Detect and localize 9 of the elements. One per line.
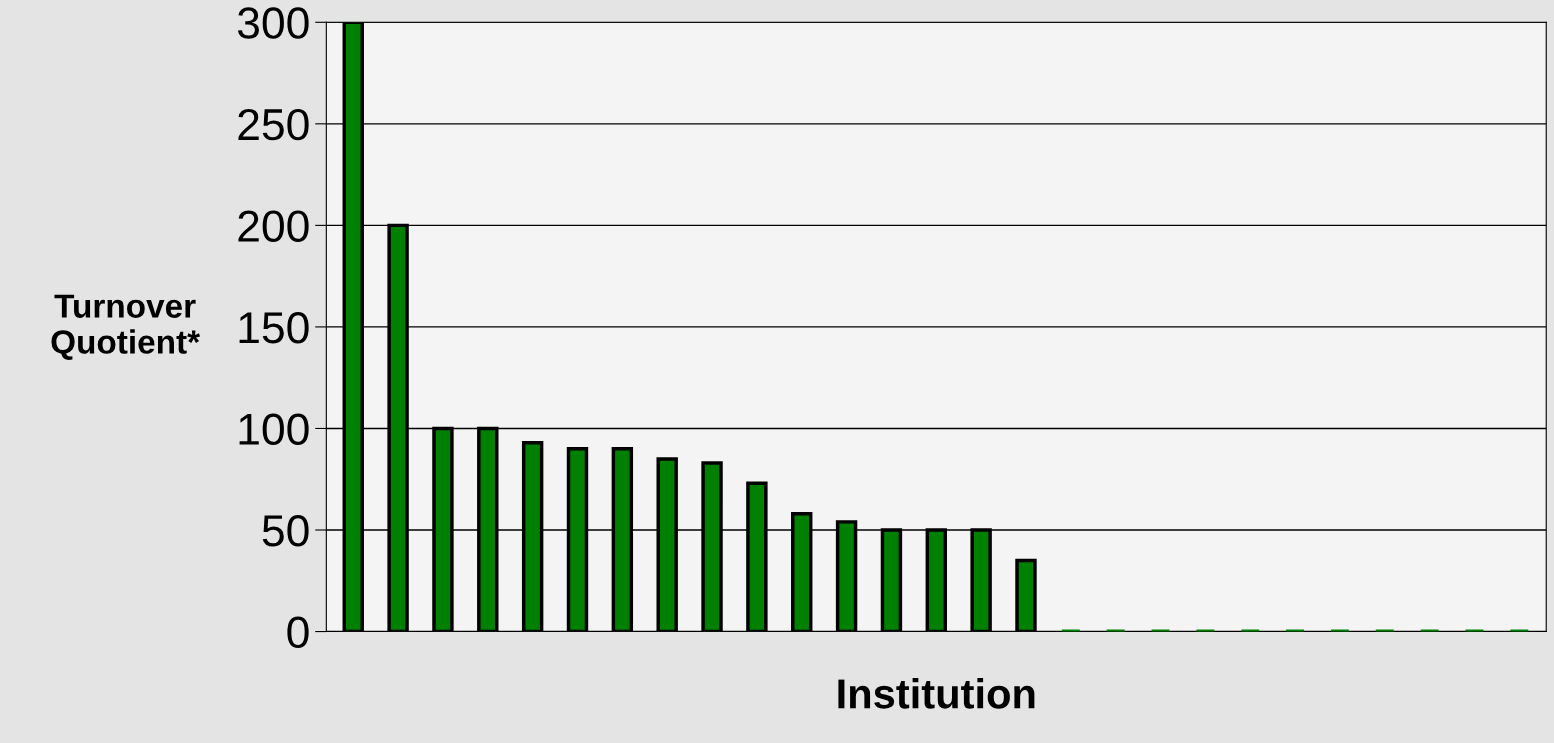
y-axis-title: Turnover Quotient* <box>51 294 201 361</box>
y-tick-label: 50 <box>262 515 309 547</box>
y-tick-label: 100 <box>239 413 309 445</box>
y-tick-label: 300 <box>237 7 309 39</box>
x-axis-title: Institution <box>838 678 1035 709</box>
y-tick-label: 200 <box>238 210 309 242</box>
y-tick-label: 250 <box>238 108 309 141</box>
y-tick-label: 150 <box>239 311 309 344</box>
y-tick-label: 0 <box>287 616 309 649</box>
